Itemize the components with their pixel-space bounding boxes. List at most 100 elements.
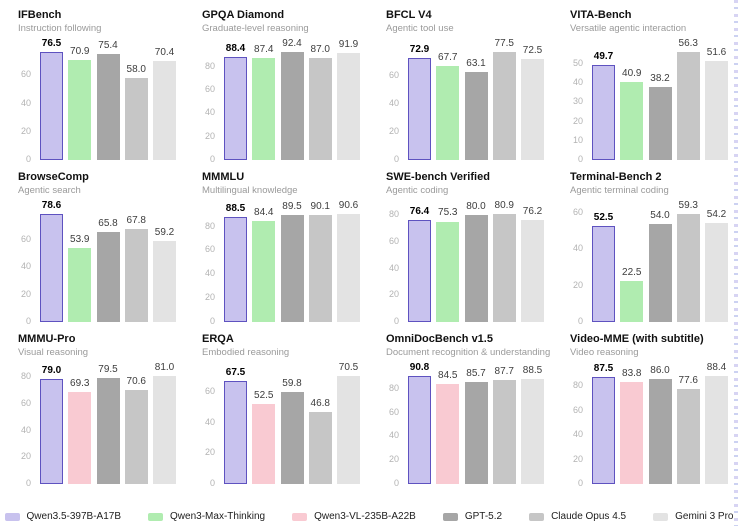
bar-column: 87.7 [492,366,516,484]
bar-value-label: 75.3 [438,207,458,219]
y-tick-label: 40 [572,429,583,440]
bar-column: 59.2 [153,214,176,322]
bar-value-label: 59.2 [154,226,175,238]
bar-column: 79.0 [40,365,63,484]
chart-plot: 0 20 40 60 76.5 70.9 75.4 58.0 70.4 [18,38,188,164]
bar-gemini [705,61,728,160]
bar-column: 70.9 [68,46,92,160]
bar-column: 46.8 [308,376,332,484]
bars-area: 76.4 75.3 80.0 80.9 76.2 [408,200,544,322]
y-axis: 0 20 40 60 [18,52,36,164]
bar-qwen35 [592,377,615,484]
y-tick-label: 80 [20,371,31,382]
y-axis: 0 20 40 60 80 [386,376,404,487]
bar-value-label: 85.7 [466,368,486,380]
bar-qwen35 [224,380,247,484]
bar-value-label: 91.9 [338,38,359,50]
bar-gemini [153,60,176,160]
bar-value-label: 46.8 [310,398,330,410]
y-tick-label: 60 [204,386,215,397]
chart-subtitle: Versatile agentic interaction [570,23,687,34]
y-axis: 0 20 40 60 80 [202,52,220,164]
bar-value-label: 90.1 [310,200,330,212]
bar-value-label: 76.2 [522,206,543,218]
chart-plot: 0 20 40 60 80 88.5 84.4 89.5 90.1 90.6 [202,200,372,326]
bar-value-label: 67.8 [126,214,146,226]
bar-value-label: 76.5 [41,38,62,49]
chart-plot: 0 20 40 60 67.5 52.5 59.8 46.8 70.5 [202,362,372,488]
chart-plot: 0 10 20 30 40 50 49.7 40.9 38.2 56.3 51.6 [570,38,738,164]
bar-value-label: 80.9 [494,200,514,211]
bar-column: 87.0 [308,44,332,160]
legend: Qwen3.5-397B-A17B Qwen3-Max-Thinking Qwen3… [0,511,738,523]
bar-value-label: 63.1 [466,58,486,70]
bar-gpt52 [648,223,672,322]
y-tick-label: 20 [388,126,399,137]
bar-qwen35 [592,64,615,160]
chart-panel: SWE-bench Verified Agentic coding 0 20 40 60 8… [386,170,556,332]
bars-area: 88.4 87.4 92.4 87.0 91.9 [224,38,360,160]
bar-column: 70.4 [153,47,176,160]
y-axis: 0 20 40 60 80 [570,376,588,488]
y-axis: 0 20 40 60 80 [202,214,220,325]
y-axis: 0 20 40 60 80 [18,372,36,488]
chart-panel: IFBench Instruction following 0 20 40 60 76.5 7… [18,8,188,170]
bar-value-label: 81.0 [154,362,175,373]
bar-column: 87.4 [252,44,276,160]
bar-value-label: 52.5 [254,389,274,401]
chart-panel: BrowseComp Agentic search 0 20 40 60 78.6 53.9 6… [18,170,188,332]
bar-qwen3max [620,281,644,322]
bar-gemini [521,378,544,484]
y-tick-label: 30 [572,96,583,107]
legend-swatch [529,513,545,521]
y-tick-label: 40 [572,243,583,254]
bar-qwen3max [252,57,276,160]
chart-plot: 0 20 40 60 80 88.4 87.4 92.4 87.0 91.9 [202,38,372,164]
bar-column: 52.5 [592,212,615,322]
bar-claude [676,214,700,322]
bar-column: 88.4 [705,362,728,484]
y-tick-label: 20 [204,447,215,458]
bar-value-label: 77.5 [494,38,514,49]
bar-column: 51.6 [705,47,728,160]
y-tick-label: 0 [577,154,583,164]
y-tick-label: 40 [204,107,215,118]
bar-gpt52 [96,378,120,484]
bar-column: 72.9 [408,44,431,160]
bar-value-label: 88.5 [225,202,246,214]
y-axis: 0 20 40 60 [18,214,36,325]
bar-value-label: 51.6 [706,47,727,59]
bar-qwen35 [408,220,431,322]
bar-value-label: 49.7 [593,50,614,62]
bar-column: 78.6 [40,200,63,322]
bar-column: 67.7 [436,52,460,160]
y-tick-label: 60 [20,69,31,80]
chart-plot: 0 20 40 60 80 76.4 75.3 80.0 80.9 76.2 [386,200,556,326]
bar-value-label: 22.5 [622,267,642,279]
legend-label: Gemini 3 Pro [675,511,734,522]
y-tick-label: 50 [572,58,583,69]
bar-value-label: 69.3 [70,377,90,389]
bar-qwen3max [620,81,644,160]
y-tick-label: 0 [25,154,31,164]
bar-qwen3max [252,221,276,322]
bar-value-label: 83.8 [622,367,642,379]
bar-value-label: 67.5 [225,366,246,378]
y-axis: 0 20 40 60 [202,376,220,488]
y-axis: 0 20 40 60 80 [386,210,404,326]
y-tick-label: 20 [20,451,31,462]
bar-column: 75.3 [436,207,460,322]
bars-area: 87.5 83.8 86.0 77.6 88.4 [592,362,728,484]
bar-gpt52 [464,215,488,322]
bar-column: 77.6 [676,375,700,484]
legend-label: Qwen3-VL-235B-A22B [314,511,416,522]
bar-column: 77.5 [492,38,516,160]
bar-gpt52 [280,392,304,484]
y-tick-label: 60 [572,404,583,415]
chart-panel: Video-MME (with subtitle) Video reasoning… [570,332,738,494]
clipped-page-edge [734,0,738,526]
bar-qwen35 [224,216,247,322]
y-tick-label: 0 [393,478,399,488]
bar-value-label: 40.9 [622,67,642,79]
